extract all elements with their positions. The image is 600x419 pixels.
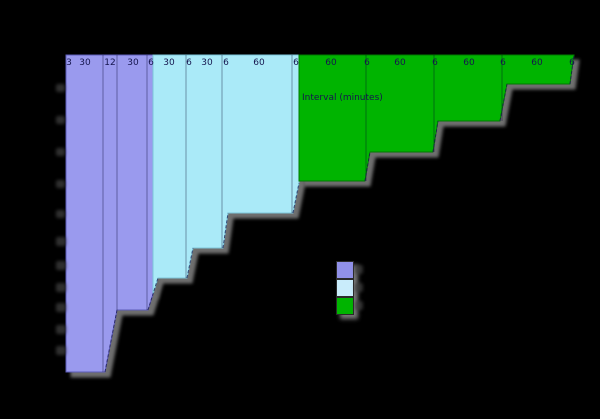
text-ghost-mark: [355, 301, 363, 310]
interval-minutes-label: 60: [253, 58, 265, 68]
text-ghost-mark: [56, 325, 66, 334]
interval-minutes-label: 6: [500, 58, 506, 68]
transition-diagonal-line: [104, 309, 118, 373]
interval-minutes-label: 6: [432, 58, 438, 68]
transition-diagonal-line: [432, 120, 439, 153]
interval-minutes-label: 30: [201, 58, 213, 68]
interval-minutes-label: 6: [148, 58, 154, 68]
interval-minutes-label: 6: [223, 58, 229, 68]
region-purple: [65, 54, 154, 373]
region-green: [298, 54, 575, 182]
text-ghost-mark: [56, 180, 65, 188]
interval-minutes-label: 6: [186, 58, 192, 68]
text-ghost-mark: [56, 283, 66, 292]
interval-minutes-label: 30: [163, 58, 175, 68]
text-ghost-mark: [56, 346, 66, 355]
text-ghost-mark: [56, 148, 65, 156]
transition-diagonal-line: [147, 277, 159, 311]
text-ghost-mark: [355, 283, 363, 292]
interval-minutes-label: 6: [364, 58, 370, 68]
interval-minutes-label: 60: [325, 58, 337, 68]
legend: [336, 261, 354, 315]
text-ghost-mark: [56, 210, 65, 218]
interval-minutes-label: 6: [569, 58, 575, 68]
text-ghost-mark: [355, 265, 363, 274]
interval-minutes-label: 6: [293, 58, 299, 68]
interval-minutes-label: 60: [463, 58, 475, 68]
transition-diagonal-line: [292, 182, 300, 214]
text-ghost-mark: [56, 303, 66, 312]
interval-minutes-label: 30: [79, 58, 91, 68]
text-ghost-mark: [56, 261, 66, 270]
interval-minutes-label: 60: [394, 58, 406, 68]
interval-minutes-label: 30: [127, 58, 139, 68]
transition-diagonal-line: [499, 83, 508, 122]
text-ghost-mark: [56, 237, 66, 246]
region-blue: [152, 54, 300, 295]
transition-diagonal-line: [222, 212, 229, 249]
text-ghost-mark: [56, 84, 65, 92]
interval-axis-annotation: Interval (minutes): [302, 93, 383, 103]
text-ghost-mark: [56, 116, 65, 124]
interval-minutes-label: 60: [531, 58, 543, 68]
legend-swatch-green: [336, 297, 354, 315]
interval-minutes-label: 3: [66, 58, 72, 68]
legend-swatch-blue: [336, 279, 354, 297]
legend-swatch-purple: [336, 261, 354, 279]
interval-minutes-label: 12: [104, 58, 115, 68]
transition-diagonal-line: [186, 247, 194, 279]
